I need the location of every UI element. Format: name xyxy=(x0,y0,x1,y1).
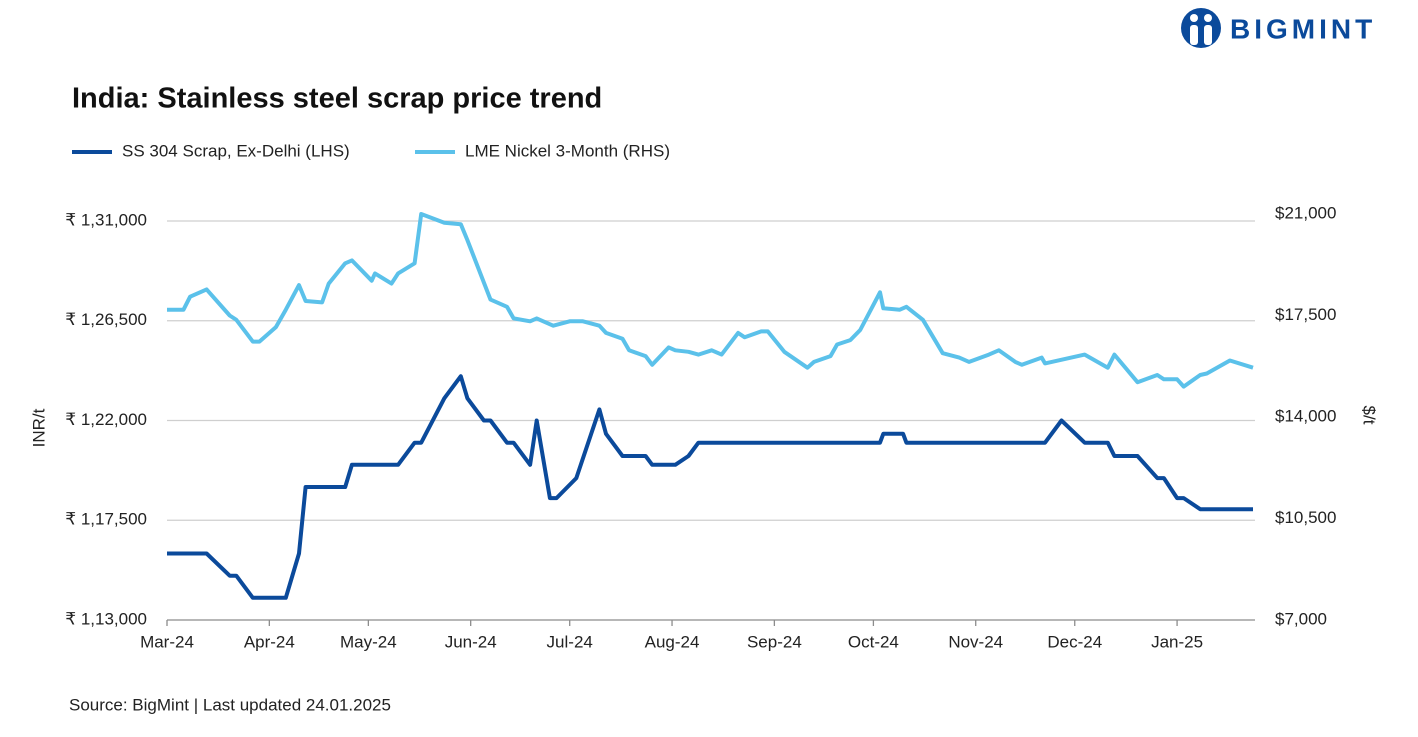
x-tick-label: Sep-24 xyxy=(747,632,802,651)
logo-icon xyxy=(1181,8,1221,48)
y2-tick-label: $7,000 xyxy=(1275,609,1327,628)
y2-tick-label: $17,500 xyxy=(1275,305,1336,324)
y2-tick-label: $21,000 xyxy=(1275,203,1336,222)
source-note: Source: BigMint | Last updated 24.01.202… xyxy=(69,695,391,714)
legend-label: LME Nickel 3-Month (RHS) xyxy=(465,141,670,160)
x-tick-label: Jan-25 xyxy=(1151,632,1203,651)
x-tick-label: Jun-24 xyxy=(445,632,497,651)
chart-title: India: Stainless steel scrap price trend xyxy=(72,83,602,115)
x-tick-label: Apr-24 xyxy=(244,632,295,651)
x-tick-label: Mar-24 xyxy=(140,632,194,651)
x-tick-label: May-24 xyxy=(340,632,397,651)
y2-axis-label: $/t xyxy=(1360,406,1379,425)
series-line xyxy=(167,212,1254,389)
x-tick-label: Nov-24 xyxy=(948,632,1003,651)
y-axis-label: INR/t xyxy=(29,408,48,447)
x-tick-label: Aug-24 xyxy=(645,632,700,651)
y2-tick-label: $10,500 xyxy=(1275,508,1336,527)
x-tick-label: Oct-24 xyxy=(848,632,899,651)
y2-tick-label: $14,000 xyxy=(1275,406,1336,425)
y-tick-label: ₹ 1,22,000 xyxy=(65,410,147,429)
y-tick-label: ₹ 1,17,500 xyxy=(65,510,147,529)
x-tick-label: Dec-24 xyxy=(1047,632,1102,651)
brand: BIGMINT xyxy=(1230,13,1376,44)
series-line xyxy=(167,374,1253,600)
legend-label: SS 304 Scrap, Ex-Delhi (LHS) xyxy=(122,141,350,160)
y-tick-label: ₹ 1,26,500 xyxy=(65,310,147,329)
y-tick-label: ₹ 1,13,000 xyxy=(65,609,147,628)
x-tick-label: Jul-24 xyxy=(547,632,593,651)
y-tick-label: ₹ 1,31,000 xyxy=(65,210,147,229)
